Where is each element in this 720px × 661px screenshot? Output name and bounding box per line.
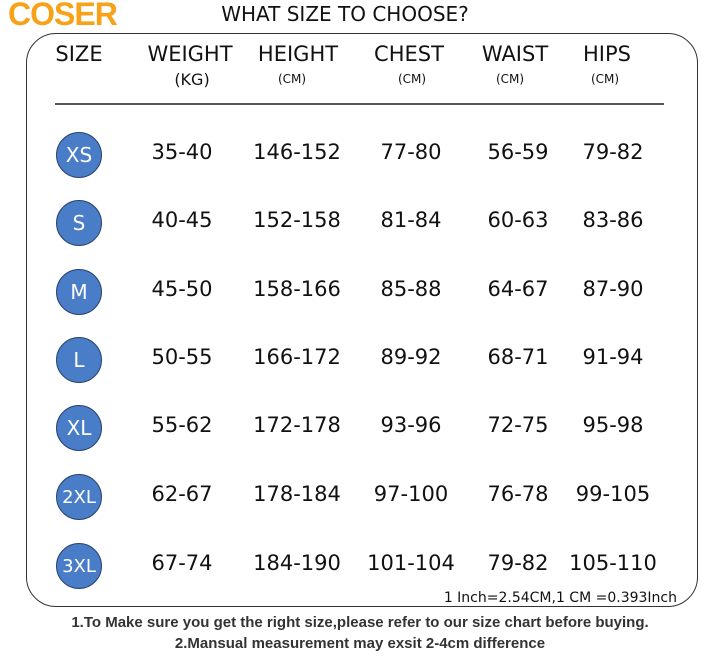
size-badge: 3XL — [56, 543, 102, 589]
size-badge: L — [56, 337, 102, 383]
size-badge: XL — [56, 405, 102, 451]
cell-waist: 72-75 — [487, 413, 549, 437]
cell-height: 146-152 — [253, 140, 341, 164]
cell-waist: 76-78 — [487, 482, 549, 506]
note-1: 1.To Make sure you get the right size,pl… — [71, 614, 649, 631]
table-row: L 50-55 166-172 89-92 68-71 91-94 — [0, 335, 720, 385]
header-divider — [55, 103, 664, 105]
table-row: S 40-45 152-158 81-84 60-63 83-86 — [0, 198, 720, 248]
cell-chest: 77-80 — [380, 140, 442, 164]
cell-weight: 50-55 — [151, 345, 213, 369]
unit-hips: (CM) — [590, 72, 620, 86]
unit-weight: (KG) — [174, 70, 210, 89]
cell-hips: 105-110 — [569, 551, 657, 575]
header-height: HEIGHT — [257, 42, 339, 66]
size-badge: 2XL — [56, 474, 102, 520]
cell-hips: 95-98 — [582, 413, 644, 437]
cell-height: 178-184 — [253, 482, 341, 506]
note-2: 2.Mansual measurement may exsit 2-4cm di… — [174, 635, 546, 652]
table-row: XS 35-40 146-152 77-80 56-59 79-82 — [0, 130, 720, 180]
cell-height: 172-178 — [253, 413, 341, 437]
cell-hips: 87-90 — [582, 277, 644, 301]
cell-chest: 101-104 — [367, 551, 455, 575]
cell-chest: 81-84 — [380, 208, 442, 232]
size-badge: S — [56, 200, 102, 246]
cell-chest: 97-100 — [373, 482, 449, 506]
header-weight: WEIGHT — [147, 42, 233, 66]
cell-weight: 55-62 — [151, 413, 213, 437]
cell-height: 184-190 — [253, 551, 341, 575]
header-hips: HIPS — [583, 42, 631, 66]
cell-height: 158-166 — [253, 277, 341, 301]
cell-chest: 89-92 — [380, 345, 442, 369]
cell-weight: 45-50 — [151, 277, 213, 301]
unit-conversion: 1 Inch=2.54CM,1 CM =0.393Inch — [443, 590, 677, 606]
cell-hips: 83-86 — [582, 208, 644, 232]
unit-waist: (CM) — [495, 72, 525, 86]
cell-waist: 64-67 — [487, 277, 549, 301]
table-row: 2XL 62-67 178-184 97-100 76-78 99-105 — [0, 472, 720, 522]
cell-weight: 35-40 — [151, 140, 213, 164]
cell-height: 152-158 — [253, 208, 341, 232]
header-chest: CHEST — [374, 42, 444, 66]
cell-hips: 99-105 — [575, 482, 651, 506]
cell-chest: 85-88 — [380, 277, 442, 301]
table-row: 3XL 67-74 184-190 101-104 79-82 105-110 — [0, 541, 720, 591]
cell-hips: 79-82 — [582, 140, 644, 164]
cell-height: 166-172 — [253, 345, 341, 369]
cell-hips: 91-94 — [582, 345, 644, 369]
table-row: M 45-50 158-166 85-88 64-67 87-90 — [0, 267, 720, 317]
cell-waist: 60-63 — [487, 208, 549, 232]
size-badge: XS — [56, 132, 102, 178]
cell-waist: 79-82 — [487, 551, 549, 575]
header-waist: WAIST — [481, 42, 549, 66]
size-badge: M — [56, 269, 102, 315]
size-table-frame — [26, 33, 698, 607]
cell-weight: 40-45 — [151, 208, 213, 232]
watermark-logo: COSER — [8, 0, 118, 32]
chart-title: WHAT SIZE TO CHOOSE? — [221, 2, 469, 26]
cell-waist: 68-71 — [487, 345, 549, 369]
header-size: SIZE — [55, 42, 103, 66]
cell-waist: 56-59 — [487, 140, 549, 164]
cell-weight: 67-74 — [151, 551, 213, 575]
unit-chest: (CM) — [397, 72, 427, 86]
unit-height: (CM) — [277, 72, 307, 86]
cell-weight: 62-67 — [151, 482, 213, 506]
table-row: XL 55-62 172-178 93-96 72-75 95-98 — [0, 403, 720, 453]
cell-chest: 93-96 — [380, 413, 442, 437]
